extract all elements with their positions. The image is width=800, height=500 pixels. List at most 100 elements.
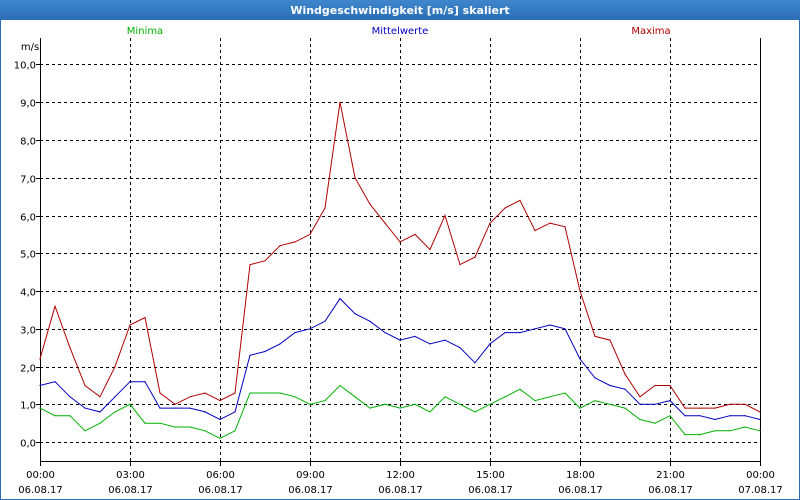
data-point-mittelwerte bbox=[489, 343, 491, 345]
data-point-mittelwerte bbox=[549, 324, 551, 326]
data-point-mittelwerte bbox=[354, 313, 356, 315]
data-point-minima bbox=[369, 407, 371, 409]
data-point-maxima bbox=[114, 366, 116, 368]
data-point-minima bbox=[759, 430, 761, 432]
data-point-maxima bbox=[459, 264, 461, 266]
data-point-mittelwerte bbox=[369, 320, 371, 322]
data-point-mittelwerte bbox=[444, 339, 446, 341]
y-tick-label: 1,0 bbox=[20, 401, 36, 412]
data-point-mittelwerte bbox=[564, 328, 566, 330]
data-point-mittelwerte bbox=[39, 384, 41, 387]
data-point-mittelwerte bbox=[624, 388, 626, 390]
data-point-minima bbox=[324, 400, 326, 402]
series-lines bbox=[39, 101, 761, 439]
data-point-minima bbox=[429, 411, 431, 413]
data-point-maxima bbox=[654, 384, 656, 387]
data-point-maxima bbox=[579, 290, 581, 292]
data-point-minima bbox=[399, 407, 401, 409]
data-point-maxima bbox=[339, 101, 341, 103]
data-point-maxima bbox=[729, 403, 731, 405]
data-point-mittelwerte bbox=[684, 415, 686, 417]
data-point-mittelwerte bbox=[729, 415, 731, 417]
data-point-mittelwerte bbox=[429, 343, 431, 345]
y-tick-label: 2,0 bbox=[20, 364, 36, 375]
data-point-minima bbox=[729, 430, 731, 432]
x-tick-time: 00:00 bbox=[746, 470, 775, 481]
data-point-mittelwerte bbox=[474, 362, 476, 364]
data-point-mittelwerte bbox=[234, 411, 236, 413]
axes bbox=[36, 38, 761, 466]
data-point-minima bbox=[714, 430, 716, 432]
x-tick-date: 06.08.17 bbox=[558, 485, 603, 496]
data-point-mittelwerte bbox=[219, 418, 221, 421]
x-tick-time: 00:00 bbox=[26, 470, 55, 481]
data-point-minima bbox=[534, 400, 536, 402]
data-point-mittelwerte bbox=[99, 411, 101, 413]
data-point-mittelwerte bbox=[744, 415, 746, 417]
data-point-minima bbox=[189, 426, 191, 428]
x-tick-time: 03:00 bbox=[116, 470, 145, 481]
data-point-maxima bbox=[144, 316, 146, 319]
data-point-maxima bbox=[159, 392, 161, 394]
data-point-maxima bbox=[429, 248, 431, 251]
data-point-minima bbox=[624, 407, 626, 409]
data-point-minima bbox=[594, 400, 596, 402]
data-point-maxima bbox=[444, 214, 446, 217]
data-point-minima bbox=[639, 418, 641, 421]
data-point-minima bbox=[489, 403, 491, 405]
data-point-mittelwerte bbox=[609, 384, 611, 387]
x-tick-time: 12:00 bbox=[386, 470, 415, 481]
data-point-minima bbox=[159, 422, 161, 424]
data-point-minima bbox=[474, 411, 476, 413]
data-point-minima bbox=[564, 392, 566, 394]
data-point-minima bbox=[339, 384, 341, 387]
data-point-mittelwerte bbox=[414, 335, 416, 337]
data-point-minima bbox=[114, 411, 116, 413]
data-point-minima bbox=[219, 437, 221, 439]
data-point-maxima bbox=[369, 203, 371, 205]
data-point-maxima bbox=[234, 392, 236, 394]
data-point-maxima bbox=[84, 384, 86, 387]
legend-mittelwerte: Mittelwerte bbox=[372, 26, 429, 37]
data-point-mittelwerte bbox=[204, 411, 206, 413]
data-point-maxima bbox=[354, 177, 356, 179]
data-point-maxima bbox=[504, 207, 506, 209]
data-point-maxima bbox=[129, 324, 131, 326]
data-point-minima bbox=[654, 422, 656, 424]
data-point-mittelwerte bbox=[174, 407, 176, 409]
data-point-mittelwerte bbox=[699, 415, 701, 417]
data-point-maxima bbox=[69, 347, 71, 349]
data-point-mittelwerte bbox=[69, 396, 71, 398]
data-point-maxima bbox=[249, 264, 251, 266]
data-point-mittelwerte bbox=[339, 298, 341, 300]
data-point-mittelwerte bbox=[654, 403, 656, 405]
data-point-maxima bbox=[759, 411, 761, 413]
data-point-maxima bbox=[324, 207, 326, 209]
data-point-mittelwerte bbox=[504, 332, 506, 334]
x-tick-date: 06.08.17 bbox=[18, 485, 63, 496]
data-point-maxima bbox=[39, 358, 41, 360]
data-point-maxima bbox=[594, 335, 596, 337]
data-point-mittelwerte bbox=[324, 320, 326, 322]
data-point-maxima bbox=[309, 233, 311, 235]
data-point-minima bbox=[84, 430, 86, 432]
x-tick-date: 06.08.17 bbox=[468, 485, 513, 496]
data-point-minima bbox=[249, 392, 251, 394]
data-point-mittelwerte bbox=[129, 381, 131, 383]
data-point-minima bbox=[234, 430, 236, 432]
data-point-minima bbox=[699, 434, 701, 436]
data-point-maxima bbox=[549, 222, 551, 224]
y-tick-label: 5,0 bbox=[20, 250, 36, 261]
data-point-maxima bbox=[99, 396, 101, 398]
data-point-maxima bbox=[279, 245, 281, 247]
data-point-minima bbox=[684, 434, 686, 436]
y-tick-label: 0,0 bbox=[20, 439, 36, 450]
data-point-mittelwerte bbox=[144, 381, 146, 383]
data-point-mittelwerte bbox=[459, 347, 461, 349]
data-point-minima bbox=[579, 407, 581, 409]
x-tick-date: 07.08.17 bbox=[738, 485, 783, 496]
data-point-maxima bbox=[54, 305, 56, 307]
data-point-minima bbox=[99, 422, 101, 424]
data-point-minima bbox=[504, 396, 506, 398]
